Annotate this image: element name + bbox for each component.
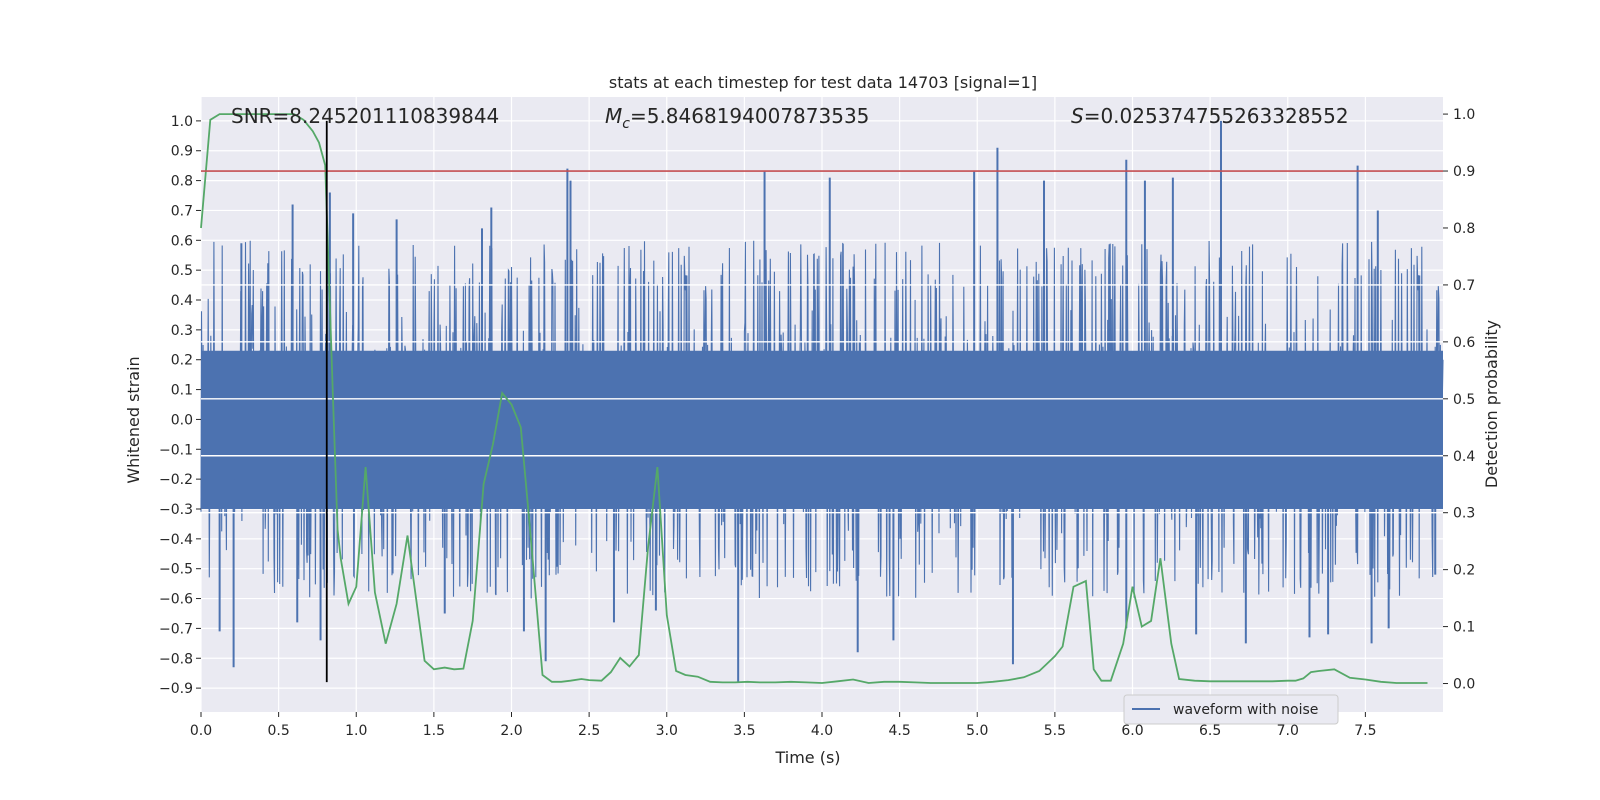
y-left-tick-label: 0.0 <box>171 412 193 428</box>
y-left-tick-label: 1.0 <box>171 114 193 130</box>
y-right-tick-label: 0.1 <box>1453 620 1475 636</box>
legend: waveform with noise <box>1123 694 1339 725</box>
s-annotation: S=0.025374755263328552 <box>1071 104 1349 128</box>
y-right-tick-label: 0.4 <box>1453 449 1475 465</box>
y-left-tick-label: −0.2 <box>159 472 193 488</box>
y-right-tick-label: 0.7 <box>1453 278 1475 294</box>
ticks: 0.0 0.5 1.0 1.5 2.0 2.5 3.0 3.5 4.0 4.5 5.0 5.5 6.0 6… <box>159 107 1475 739</box>
y-left-tick-label: −0.4 <box>159 532 193 548</box>
y-axis-label-left: Whitened strain <box>124 356 143 483</box>
s-value: =0.025374755263328552 <box>1084 104 1349 128</box>
x-tick-label: 3.0 <box>656 723 678 739</box>
y-right-tick-label: 1.0 <box>1453 107 1475 123</box>
x-tick-label: 1.5 <box>423 723 445 739</box>
legend-box <box>1123 694 1339 725</box>
y-left-tick-label: 0.1 <box>171 383 193 399</box>
y-left-tick-label: 0.3 <box>171 323 193 339</box>
x-tick-label: 5.0 <box>966 723 988 739</box>
s-symbol: S <box>1071 104 1084 128</box>
x-tick-label: 6.5 <box>1199 723 1221 739</box>
grid-overlay <box>201 284 1443 514</box>
y-right-tick-label: 0.3 <box>1453 506 1475 522</box>
chirp-mass-symbol: M <box>605 104 622 128</box>
legend-label: waveform with noise <box>1173 702 1318 718</box>
chirp-mass-annotation: Mc=5.8468194007873535 <box>605 104 869 132</box>
y-right-tick-label: 0.0 <box>1453 677 1475 693</box>
waveform-dense-band <box>201 350 1443 509</box>
y-left-tick-label: −0.5 <box>159 562 193 578</box>
y-left-tick-label: −0.7 <box>159 621 193 637</box>
x-tick-label: 3.5 <box>733 723 755 739</box>
x-tick-label: 1.0 <box>345 723 367 739</box>
detection-probability-line <box>200 113 1428 684</box>
y-left-tick-label: 0.9 <box>171 144 193 160</box>
y-right-tick-label: 0.6 <box>1453 335 1475 351</box>
x-tick-label: 7.5 <box>1354 723 1376 739</box>
y-left-tick-label: −0.9 <box>159 681 193 697</box>
x-tick-label: 5.5 <box>1044 723 1066 739</box>
x-tick-label: 4.0 <box>811 723 833 739</box>
snr-annotation: SNR=8.245201110839844 <box>231 104 499 128</box>
y-right-tick-label: 0.8 <box>1453 221 1475 237</box>
y-axis-label-right: Detection probability <box>1482 320 1501 488</box>
y-left-tick-label: 0.5 <box>171 263 193 279</box>
y-left-tick-label: −0.8 <box>159 651 193 667</box>
x-tick-label: 6.0 <box>1121 723 1143 739</box>
x-tick-label: 2.5 <box>578 723 600 739</box>
probability-series <box>200 113 1428 684</box>
x-tick-label: 7.0 <box>1277 723 1299 739</box>
waveform-series <box>200 120 1444 683</box>
y-left-tick-label: 0.7 <box>171 203 193 219</box>
x-tick-label: 4.5 <box>888 723 910 739</box>
y-left-tick-label: 0.6 <box>171 233 193 249</box>
x-tick-label: 2.0 <box>500 723 522 739</box>
y-right-tick-label: 0.2 <box>1453 563 1475 579</box>
y-right-tick-label: 0.5 <box>1453 392 1475 408</box>
markers <box>201 120 1443 683</box>
y-left-tick-label: 0.2 <box>171 353 193 369</box>
y-left-tick-label: −0.3 <box>159 502 193 518</box>
x-axis-label: Time (s) <box>774 748 840 767</box>
y-left-tick-label: −0.6 <box>159 592 193 608</box>
y-right-tick-label: 0.9 <box>1453 164 1475 180</box>
chirp-mass-value: =5.8468194007873535 <box>630 104 869 128</box>
y-left-tick-label: −0.1 <box>159 442 193 458</box>
y-left-tick-label: 0.4 <box>171 293 193 309</box>
y-left-tick-label: 0.8 <box>171 174 193 190</box>
x-tick-label: 0.0 <box>190 723 212 739</box>
x-tick-label: 0.5 <box>267 723 289 739</box>
chirp-mass-subscript: c <box>622 116 630 132</box>
chart-title: stats at each timestep for test data 147… <box>609 73 1037 92</box>
